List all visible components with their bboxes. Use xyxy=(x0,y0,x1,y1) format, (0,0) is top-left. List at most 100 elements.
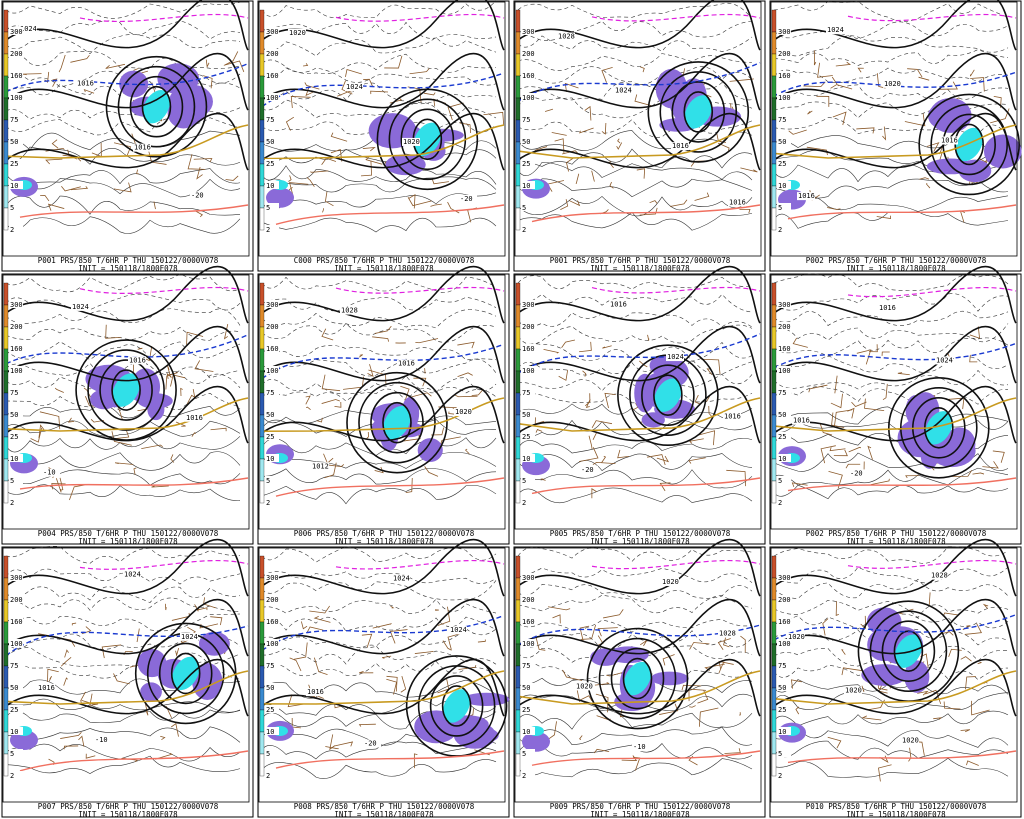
thin-contour xyxy=(261,660,497,677)
colorbar-label: 300 xyxy=(522,574,535,582)
pressure-contour xyxy=(517,325,761,384)
border xyxy=(861,715,882,721)
border xyxy=(867,445,873,460)
thin-contour xyxy=(773,406,1009,425)
border xyxy=(876,215,892,219)
colorbar-swatch xyxy=(3,75,9,99)
colorbar-label: 50 xyxy=(266,138,274,146)
pressure-contour xyxy=(261,385,505,444)
border xyxy=(830,393,843,409)
colorbar-label: 300 xyxy=(10,301,23,309)
thin-contour xyxy=(517,162,753,181)
map-border xyxy=(514,274,762,530)
colorbar-swatch xyxy=(515,97,521,121)
thin-contour xyxy=(5,469,241,486)
panel-init: INIT = 150118/1800F078 xyxy=(334,537,434,546)
border xyxy=(790,679,802,689)
colorbar-swatch xyxy=(515,53,521,77)
colorbar-label: 10 xyxy=(522,182,530,190)
label-bg xyxy=(9,93,23,101)
thin-contour xyxy=(5,586,241,604)
panel-init: INIT = 150118/1800F078 xyxy=(334,264,434,273)
isotherm-gold xyxy=(517,397,761,432)
border xyxy=(210,616,223,626)
colorbar-label: 300 xyxy=(522,301,535,309)
border xyxy=(580,624,596,640)
border xyxy=(604,392,616,409)
border xyxy=(288,175,292,182)
colorbar-label: 300 xyxy=(266,28,279,36)
colorbar-swatch xyxy=(3,304,9,328)
contour-label: 1016 xyxy=(672,142,689,150)
colorbar-swatch xyxy=(515,163,521,187)
border xyxy=(861,685,865,692)
border xyxy=(372,336,390,342)
colorbar-label: 75 xyxy=(10,389,18,397)
contour-label: 1016 xyxy=(941,136,958,144)
colorbar-swatch xyxy=(3,753,9,777)
contour-label: 1016 xyxy=(307,688,324,696)
border xyxy=(582,370,587,377)
border xyxy=(386,678,398,695)
border xyxy=(431,427,445,436)
border xyxy=(40,195,50,202)
label-bg xyxy=(521,366,535,374)
colorbar-swatch xyxy=(3,53,9,77)
thin-contour xyxy=(773,323,1009,343)
border xyxy=(63,745,79,750)
map-border xyxy=(770,274,1018,530)
colorbar-swatch xyxy=(515,599,521,623)
border xyxy=(905,475,919,479)
map-area xyxy=(5,0,249,234)
thin-contour xyxy=(261,148,497,164)
colorbar-swatch xyxy=(259,31,265,55)
colorbar-label: 200 xyxy=(10,596,23,604)
thin-contour xyxy=(517,130,753,151)
label-bg xyxy=(797,192,815,201)
border xyxy=(423,92,436,96)
isotherm-gold xyxy=(261,670,505,705)
thin-contour xyxy=(517,196,753,217)
border xyxy=(621,755,638,761)
thin-contour xyxy=(5,130,241,151)
pressure-contour xyxy=(5,385,249,444)
thin-contour xyxy=(261,36,497,57)
colorbar-label: 200 xyxy=(266,323,279,331)
border xyxy=(390,605,395,609)
thin-contour xyxy=(517,148,753,169)
border xyxy=(334,702,343,709)
border xyxy=(609,181,614,189)
thin-contour xyxy=(261,628,497,649)
pressure-contour xyxy=(517,385,761,444)
border xyxy=(647,334,650,341)
colorbar-swatch xyxy=(3,163,9,187)
label-bg xyxy=(521,683,535,691)
isotherm-magenta xyxy=(335,559,505,570)
border xyxy=(592,461,616,465)
panel-caption: P010 PRS/850 T/6HR P THU 150122/0000V078 xyxy=(806,802,987,811)
colorbar-label: 2 xyxy=(522,772,526,780)
contour-label: -10 xyxy=(95,736,108,744)
isotherm-gold xyxy=(261,124,505,160)
colorbar-label: 200 xyxy=(266,50,279,58)
pressure-contour xyxy=(641,364,695,427)
thin-contour xyxy=(517,619,753,633)
label-bg xyxy=(9,683,23,691)
pressure-contour xyxy=(517,658,761,717)
border xyxy=(969,69,975,77)
label-bg xyxy=(76,79,94,88)
label-bg xyxy=(777,705,791,713)
pressure-contour xyxy=(105,55,208,158)
border xyxy=(694,394,701,405)
pressure-contour xyxy=(773,538,1017,597)
border xyxy=(70,54,90,63)
isotherm-magenta xyxy=(591,559,761,570)
colorbar-swatch xyxy=(3,119,9,143)
panel-init: INIT = 150118/1800F078 xyxy=(846,264,946,273)
thin-contour xyxy=(261,571,497,584)
border xyxy=(457,341,475,349)
label-bg xyxy=(521,225,535,233)
label-bg xyxy=(777,300,791,308)
isotherm-magenta xyxy=(79,286,249,294)
border xyxy=(788,129,807,135)
